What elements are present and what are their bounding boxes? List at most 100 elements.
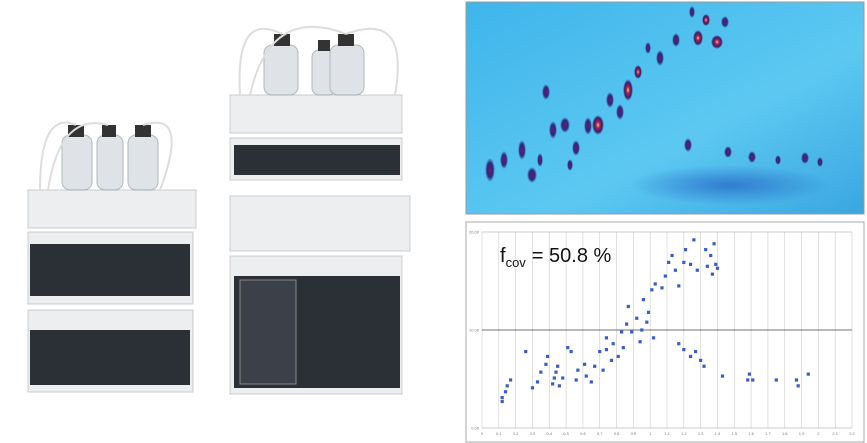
- point: [546, 355, 549, 358]
- y-tick-label: 20.00: [469, 230, 480, 235]
- point: [751, 378, 754, 381]
- point: [506, 384, 509, 387]
- point: [645, 321, 648, 324]
- point: [524, 350, 527, 353]
- point: [746, 378, 749, 381]
- point: [652, 336, 655, 339]
- point: [689, 263, 692, 266]
- x-tick-label: 0.8: [614, 431, 620, 436]
- x-tick-label: 0.2: [513, 431, 519, 436]
- point: [660, 286, 663, 289]
- x-tick-label: 1.6: [748, 431, 754, 436]
- point: [566, 346, 569, 349]
- x-tick-label: 1.7: [765, 431, 771, 436]
- figure: 00.10.20.30.40.50.60.70.80.911.11.21.31.…: [0, 0, 867, 443]
- point: [558, 384, 561, 387]
- point: [598, 350, 601, 353]
- point: [702, 365, 705, 368]
- point: [635, 317, 638, 320]
- point: [627, 305, 630, 308]
- point: [605, 336, 608, 339]
- instrument-photo: [28, 27, 410, 394]
- point: [536, 380, 539, 383]
- point: [575, 378, 578, 381]
- point: [593, 365, 596, 368]
- y-tick-label: 0.00: [471, 426, 480, 431]
- point: [638, 340, 641, 343]
- point: [630, 330, 633, 333]
- x-tick-label: 2.2: [849, 431, 855, 436]
- point: [807, 373, 810, 376]
- point: [647, 311, 650, 314]
- x-tick-label: 1.1: [664, 431, 670, 436]
- point: [554, 371, 557, 374]
- point: [696, 269, 699, 272]
- point: [670, 254, 673, 257]
- point: [585, 374, 588, 377]
- point: [795, 378, 798, 381]
- point: [682, 348, 685, 351]
- x-tick-label: 0.5: [563, 431, 569, 436]
- point: [706, 265, 709, 268]
- page: 00.10.20.30.40.50.60.70.80.911.11.21.31.…: [0, 0, 867, 443]
- point: [714, 263, 717, 266]
- annotation-subscript: cov: [506, 255, 527, 270]
- point: [612, 342, 615, 345]
- point: [748, 373, 751, 376]
- x-tick-label: 1.8: [782, 431, 788, 436]
- point: [610, 359, 613, 362]
- point: [716, 267, 719, 270]
- x-tick-label: 0.4: [546, 431, 552, 436]
- point: [709, 254, 712, 257]
- point: [553, 376, 556, 379]
- point: [531, 386, 534, 389]
- point: [539, 371, 542, 374]
- x-tick-label: 1.3: [698, 431, 704, 436]
- x-tick-label: 0.1: [496, 431, 502, 436]
- point: [650, 288, 653, 291]
- x-tick-label: 0.3: [530, 431, 536, 436]
- point: [583, 363, 586, 366]
- point: [605, 348, 608, 351]
- point: [620, 330, 623, 333]
- point: [677, 342, 680, 345]
- x-tick-label: 1.4: [715, 431, 721, 436]
- x-tick-label: 0.7: [597, 431, 603, 436]
- point: [642, 298, 645, 301]
- point: [509, 378, 512, 381]
- point: [601, 369, 604, 372]
- point: [590, 380, 593, 383]
- point: [712, 242, 715, 245]
- annotation-text: = 50.8 %: [532, 245, 612, 267]
- point: [694, 350, 697, 353]
- point: [775, 378, 778, 381]
- point: [504, 390, 507, 393]
- point: [625, 323, 628, 326]
- point: [677, 284, 680, 287]
- x-tick-label: 1.9: [799, 431, 805, 436]
- point: [664, 275, 667, 278]
- point: [667, 261, 670, 264]
- point: [617, 355, 620, 358]
- point: [570, 350, 573, 353]
- point: [674, 269, 677, 272]
- point: [501, 400, 504, 403]
- point: [721, 374, 724, 377]
- point: [699, 359, 702, 362]
- point: [576, 369, 579, 372]
- heatmap: [466, 2, 864, 214]
- point: [684, 248, 687, 251]
- point: [622, 346, 625, 349]
- point: [692, 238, 695, 241]
- point: [711, 273, 714, 276]
- point: [689, 355, 692, 358]
- point: [544, 363, 547, 366]
- point: [654, 282, 657, 285]
- x-tick-label: 1.5: [731, 431, 737, 436]
- point: [556, 365, 559, 368]
- x-tick-label: 0.9: [631, 431, 637, 436]
- point: [704, 248, 707, 251]
- point: [551, 382, 554, 385]
- x-tick-label: 1.2: [681, 431, 687, 436]
- point: [797, 384, 800, 387]
